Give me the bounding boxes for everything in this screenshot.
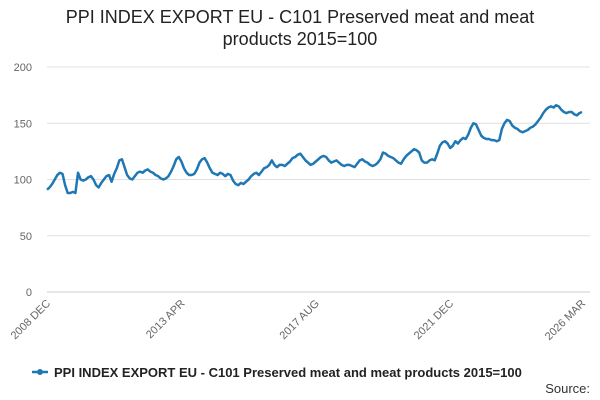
x-tick-label: 2013 APR [144,298,188,342]
x-tick-label: 2021 DEC [412,298,456,342]
y-tick-label: 200 [14,62,32,74]
x-tick-label: 2008 DEC [9,298,53,342]
x-tick-label: 2017 AUG [278,298,322,342]
y-tick-label: 150 [14,118,32,130]
y-tick-label: 0 [26,287,32,299]
x-tick-label: 2026 MAR [543,298,588,343]
legend-marker [37,369,43,375]
y-tick-label: 50 [20,231,32,243]
y-tick-label: 100 [14,175,32,187]
chart-title: PPI INDEX EXPORT EU - C101 Preserved mea… [65,7,535,49]
data-line [46,104,583,195]
source: Source: [545,381,590,396]
legend-label: PPI INDEX EXPORT EU - C101 Preserved mea… [54,365,522,380]
